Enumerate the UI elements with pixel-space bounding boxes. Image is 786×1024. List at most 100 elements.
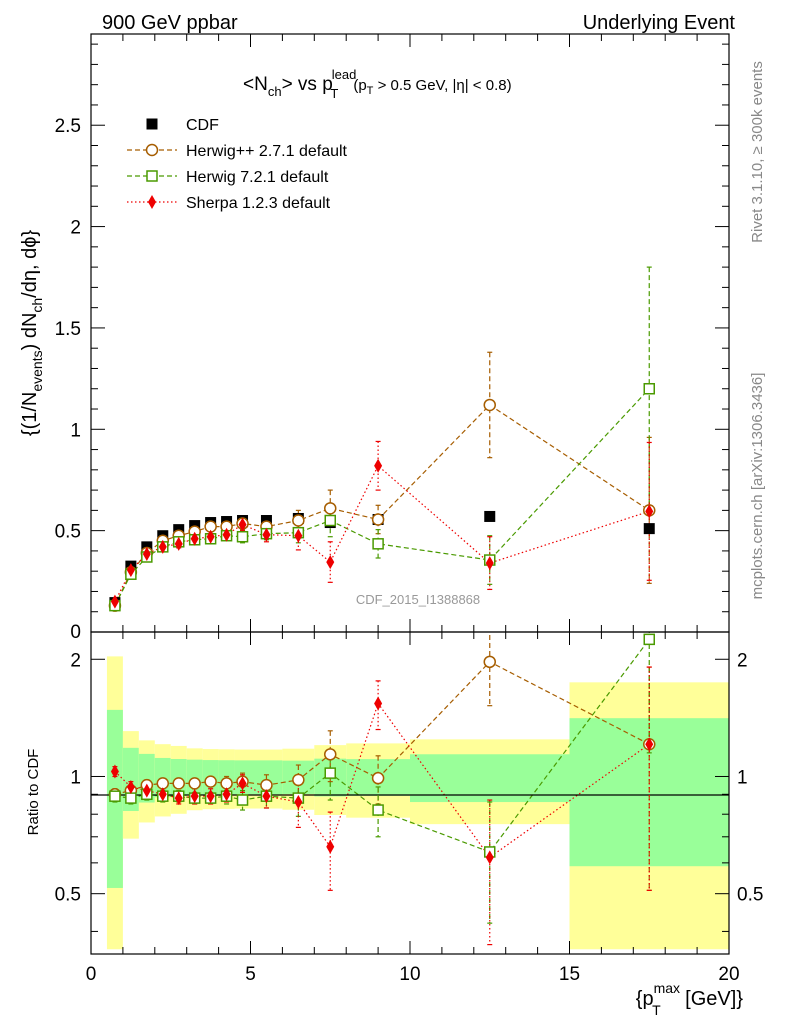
- ratio-y-tick-label-left: 2: [70, 650, 81, 671]
- ratio-point-herwig-7-2-1-default-1: [125, 792, 137, 804]
- main-point-herwig-2-7-1-default-12: [371, 513, 385, 526]
- main-point-sherpa-1-2-3-default-12: [374, 458, 383, 473]
- header-left: 900 GeV ppbar: [102, 12, 238, 34]
- y-tick-label: 0.5: [55, 522, 81, 543]
- ratio-point-herwig-2-7-1-default-10: [292, 773, 305, 787]
- main-point-herwig-7-2-1-default-14: [643, 382, 655, 395]
- ratio-point-herwig-7-2-1-default-8: [236, 794, 249, 806]
- main-point-sherpa-1-2-3-default-7: [222, 527, 231, 542]
- main-point-sherpa-1-2-3-default-0: [110, 594, 119, 609]
- main-point-herwig-2-7-1-default-11: [324, 502, 337, 515]
- ratio-point-sherpa-1-2-3-default-5: [190, 789, 199, 804]
- main-series-lines: [114, 388, 650, 606]
- main-point-sherpa-1-2-3-default-10: [294, 528, 303, 543]
- main-point-herwig-7-2-1-default-11: [324, 514, 336, 527]
- legend-label-cdf: CDF: [186, 117, 219, 134]
- main-point-cdf-14: [643, 523, 655, 535]
- main-point-sherpa-1-2-3-default-2: [142, 546, 151, 561]
- x-tick-label: 5: [245, 964, 256, 985]
- y-tick-label: 1.5: [55, 319, 81, 340]
- main-point-sherpa-1-2-3-default-4: [174, 536, 183, 551]
- ratio-point-sherpa-1-2-3-default-4: [174, 791, 183, 806]
- ratio-point-sherpa-1-2-3-default-2: [142, 783, 151, 798]
- main-line-herwig-2-7-1-default: [114, 404, 650, 606]
- main-point-sherpa-1-2-3-default-11: [326, 555, 335, 570]
- y-axis-label: {(1/Nevents) dNch/dη, dϕ}: [19, 230, 45, 437]
- x-tick-label: 20: [718, 964, 739, 985]
- ratio-markers: [108, 633, 656, 865]
- main-point-herwig-2-7-1-default-13: [483, 398, 496, 412]
- ratio-point-sherpa-1-2-3-default-7: [222, 787, 231, 802]
- legend-marker-herwig-2-7-1-default: [145, 143, 159, 157]
- y-tick-label-zero: 0: [70, 622, 81, 643]
- legend-label-herwig-7-2-1-default: Herwig 7.2.1 default: [186, 169, 329, 186]
- ratio-y-tick-label-right: 1: [737, 767, 748, 788]
- ratio-point-herwig-2-7-1-default-5: [188, 777, 201, 790]
- ratio-y-axis-label: Ratio to CDF: [25, 749, 42, 836]
- ratio-point-herwig-2-7-1-default-11: [324, 748, 337, 761]
- ratio-point-herwig-2-7-1-default-9: [260, 778, 273, 792]
- ratio-point-sherpa-1-2-3-default-8: [238, 776, 247, 791]
- ratio-y-tick-label-left: 1: [70, 767, 81, 788]
- ratio-point-herwig-7-2-1-default-0: [109, 790, 121, 802]
- ratio-point-sherpa-1-2-3-default-1: [126, 779, 135, 794]
- mcplots-reference-label: mcplots.cern.ch [arXiv:1306.3436]: [749, 373, 766, 600]
- header-right: Underlying Event: [583, 12, 736, 34]
- ratio-point-herwig-2-7-1-default-12: [371, 771, 385, 785]
- ratio-point-herwig-2-7-1-default-13: [483, 655, 496, 669]
- ratio-point-herwig-2-7-1-default-3: [156, 777, 170, 790]
- legend-label-sherpa-1-2-3-default: Sherpa 1.2.3 default: [186, 195, 331, 212]
- main-point-sherpa-1-2-3-default-1: [126, 563, 135, 578]
- main-line-herwig-7-2-1-default: [114, 388, 650, 606]
- main-point-sherpa-1-2-3-default-9: [262, 527, 271, 542]
- legend-marker-sherpa-1-2-3-default: [148, 195, 156, 209]
- main-point-cdf-13: [484, 510, 496, 522]
- watermark-layer: CDF_2015_I1388868: [356, 592, 480, 607]
- y-tick-label: 2: [70, 218, 81, 239]
- main-point-sherpa-1-2-3-default-6: [206, 529, 215, 544]
- x-tick-label: 15: [559, 964, 580, 985]
- main-point-sherpa-1-2-3-default-8: [238, 517, 247, 532]
- x-tick-label: 10: [399, 964, 420, 985]
- ratio-point-sherpa-1-2-3-default-10: [294, 794, 303, 809]
- ratio-y-tick-label-right: 2: [737, 650, 748, 671]
- y-tick-label: 1: [70, 420, 81, 441]
- ratio-point-sherpa-1-2-3-default-11: [326, 839, 335, 854]
- x-axis-label: {pmax T [GeV]}: [636, 980, 744, 1018]
- ratio-stat-band-13: [410, 754, 570, 803]
- main-point-sherpa-1-2-3-default-5: [190, 531, 199, 546]
- main-point-sherpa-1-2-3-default-3: [158, 539, 167, 554]
- ratio-point-herwig-7-2-1-default-11: [324, 767, 336, 779]
- ratio-y-tick-label-left: 0.5: [55, 885, 81, 906]
- main-error-bars: [112, 266, 652, 609]
- legend-marker-cdf: [146, 118, 158, 130]
- ratio-y-tick-label-right: 0.5: [737, 885, 763, 906]
- ratio-point-herwig-2-7-1-default-6: [204, 775, 217, 788]
- axis-tick-labels: 0 5 10 15 20 0.5 1 1.5 2 2.5 0 0.5 0.5 1 1 2 2: [55, 116, 764, 985]
- legend-label-herwig-2-7-1-default: Herwig++ 2.7.1 default: [186, 143, 348, 160]
- main-point-herwig-7-2-1-default-8: [236, 530, 249, 543]
- ratio-point-herwig-2-7-1-default-7: [220, 777, 233, 790]
- axis-ticks: [90, 34, 730, 954]
- main-markers: [108, 382, 656, 612]
- plot-title: <Nch> vs plead T (pT > 0.5 GeV, |η| < 0.8): [243, 67, 512, 101]
- ratio-point-sherpa-1-2-3-default-14: [645, 737, 654, 752]
- ratio-point-herwig-7-2-1-default-14: [643, 633, 655, 646]
- ratio-point-sherpa-1-2-3-default-13: [485, 850, 494, 865]
- main-point-sherpa-1-2-3-default-14: [645, 504, 654, 519]
- ratio-point-sherpa-1-2-3-default-3: [158, 787, 167, 802]
- analysis-watermark: CDF_2015_I1388868: [356, 592, 480, 607]
- ratio-point-sherpa-1-2-3-default-0: [110, 764, 119, 779]
- ratio-point-herwig-2-7-1-default-4: [172, 777, 185, 790]
- main-point-herwig-2-7-1-default-10: [292, 514, 305, 527]
- y-tick-label: 2.5: [55, 116, 81, 137]
- ratio-point-sherpa-1-2-3-default-6: [206, 789, 215, 804]
- ratio-point-herwig-7-2-1-default-12: [372, 804, 384, 816]
- main-point-herwig-7-2-1-default-12: [372, 538, 384, 550]
- rivet-version-label: Rivet 3.1.10, ≥ 300k events: [749, 61, 766, 243]
- ratio-point-sherpa-1-2-3-default-12: [374, 696, 383, 711]
- x-tick-label: 0: [86, 964, 97, 985]
- legend-marker-herwig-7-2-1-default: [146, 170, 158, 182]
- main-point-sherpa-1-2-3-default-13: [485, 556, 494, 571]
